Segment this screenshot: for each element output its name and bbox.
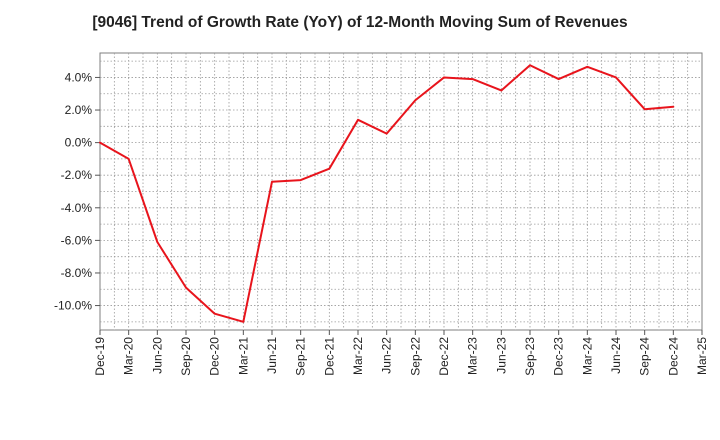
x-tick-label: Sep-23 bbox=[523, 337, 537, 376]
y-tick-label: 0.0% bbox=[65, 136, 93, 150]
grid-lines bbox=[100, 53, 702, 330]
x-tick-label: Jun-22 bbox=[380, 337, 394, 374]
y-axis: -10.0% -8.0% -6.0% -4.0% -2.0% 0.0% 2.0% 4.0% bbox=[54, 70, 100, 313]
x-tick-label: Jun-24 bbox=[609, 337, 623, 374]
x-tick-label: Dec-24 bbox=[666, 337, 680, 376]
x-tick-label: Jun-21 bbox=[265, 337, 279, 374]
x-tick-label: Mar-24 bbox=[580, 337, 594, 375]
y-tick-label: 4.0% bbox=[65, 70, 93, 84]
x-tick-label: Dec-19 bbox=[93, 337, 107, 376]
x-tick-label: Sep-22 bbox=[408, 337, 422, 376]
x-tick-label: Mar-21 bbox=[236, 337, 250, 375]
y-tick-label: -8.0% bbox=[61, 266, 93, 280]
x-tick-label: Sep-21 bbox=[294, 337, 308, 376]
x-tick-label: Mar-20 bbox=[122, 337, 136, 375]
x-tick-label: Dec-21 bbox=[322, 337, 336, 376]
y-tick-label: -10.0% bbox=[54, 299, 92, 313]
y-tick-label: -6.0% bbox=[61, 233, 93, 247]
x-tick-label: Sep-24 bbox=[638, 337, 652, 376]
x-tick-label: Mar-25 bbox=[695, 337, 709, 375]
x-tick-label: Dec-22 bbox=[437, 337, 451, 376]
y-tick-label: -2.0% bbox=[61, 168, 93, 182]
x-tick-label: Dec-20 bbox=[208, 337, 222, 376]
x-tick-label: Sep-20 bbox=[179, 337, 193, 376]
x-tick-label: Jun-23 bbox=[494, 337, 508, 374]
x-tick-label: Jun-20 bbox=[150, 337, 164, 374]
x-tick-label: Mar-23 bbox=[466, 337, 480, 375]
series-layer bbox=[99, 64, 675, 323]
x-tick-label: Dec-23 bbox=[552, 337, 566, 376]
x-axis: Dec-19 Mar-20 Jun-20 Sep-20 Dec-20 Mar-21 Jun-… bbox=[93, 330, 709, 376]
x-tick-label: Mar-22 bbox=[351, 337, 365, 375]
chart-title: [9046] Trend of Growth Rate (YoY) of 12-… bbox=[92, 14, 628, 31]
y-tick-label: -4.0% bbox=[61, 201, 93, 215]
y-tick-label: 2.0% bbox=[65, 103, 93, 117]
